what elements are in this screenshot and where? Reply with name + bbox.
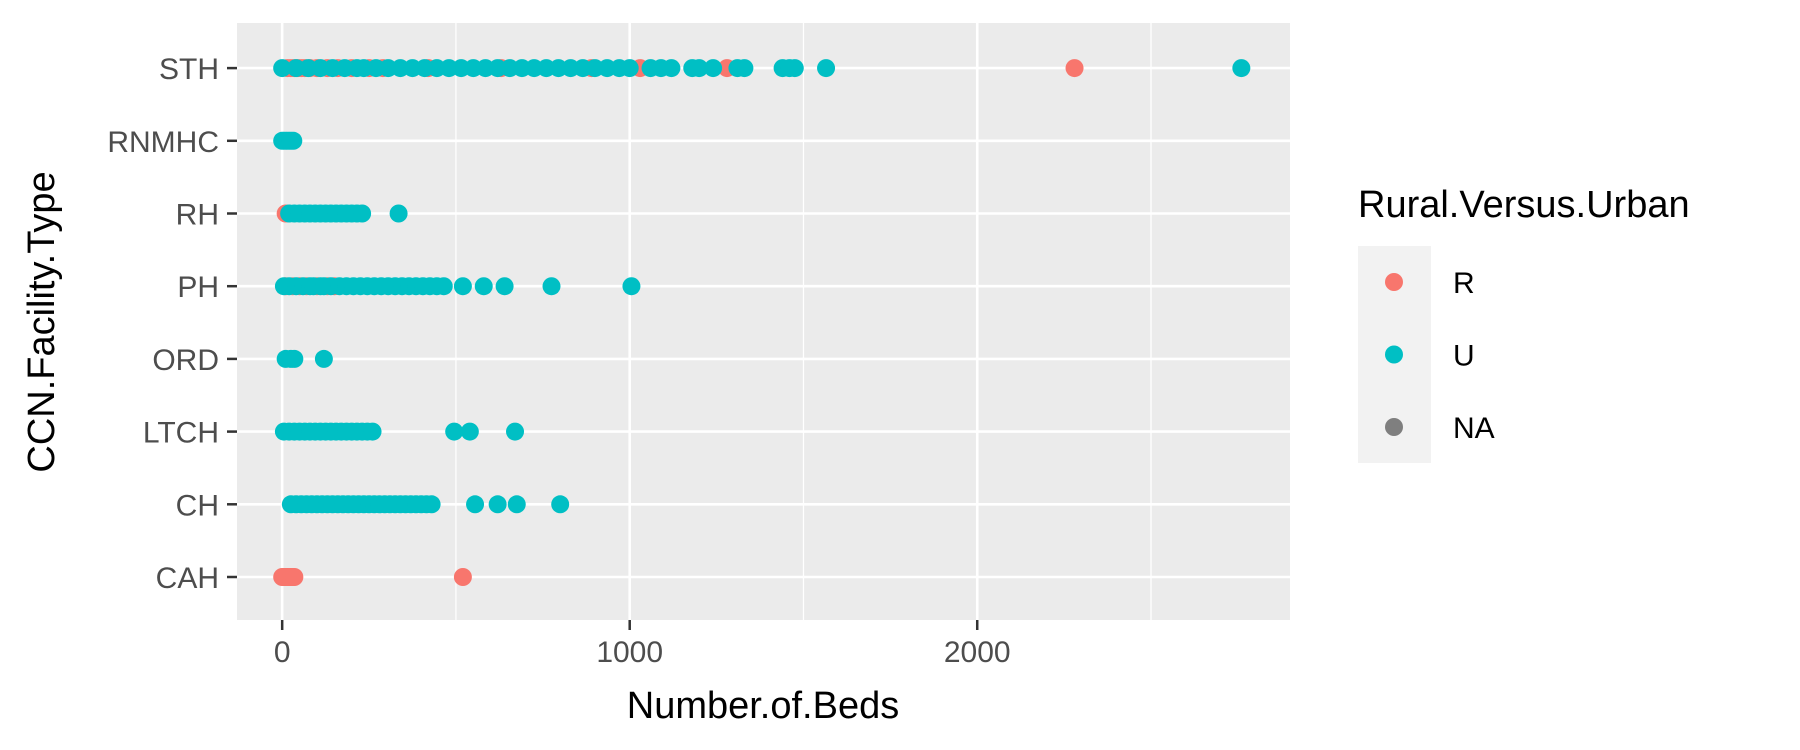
data-point-u — [314, 349, 333, 368]
x-axis: 0 1000 2000 — [274, 620, 1011, 669]
data-point-u — [273, 59, 292, 78]
y-tick-label: CH — [176, 489, 219, 522]
data-point-u — [620, 59, 639, 78]
data-point-u — [460, 422, 479, 441]
data-point-u — [735, 59, 754, 78]
data-point-u — [389, 204, 408, 223]
data-point-u — [422, 495, 441, 514]
data-point-u — [704, 59, 723, 78]
data-point-u — [445, 422, 464, 441]
data-point-u — [551, 495, 570, 514]
data-point-r — [1065, 59, 1084, 78]
legend: Rural.Versus.Urban R U NA — [1358, 184, 1690, 463]
plot-panel — [237, 23, 1290, 620]
legend-title: Rural.Versus.Urban — [1358, 184, 1690, 226]
data-point-u — [1232, 59, 1251, 78]
legend-key-r — [1385, 273, 1403, 291]
x-tick-label: 0 — [274, 636, 291, 669]
data-point-u — [285, 349, 304, 368]
minor-gridlines — [455, 23, 1152, 620]
data-point-r — [285, 568, 304, 586]
data-point-u — [466, 495, 485, 514]
data-point-u — [622, 277, 641, 296]
legend-key-u — [1385, 345, 1403, 364]
data-point-u — [363, 422, 382, 441]
data-point-u — [662, 59, 681, 78]
data-point-u — [690, 59, 709, 78]
y-tick-label: CAH — [156, 562, 219, 595]
data-point-u — [495, 277, 514, 296]
x-axis-title: Number.of.Beds — [627, 685, 899, 727]
data-point-u — [507, 495, 526, 514]
legend-label-na: NA — [1453, 412, 1495, 445]
data-point-r — [453, 568, 472, 586]
data-point-u — [542, 277, 561, 296]
y-tick-label: STH — [159, 53, 219, 86]
legend-label-r: R — [1453, 267, 1475, 300]
legend-entries: R U NA — [1385, 267, 1495, 445]
data-point-u — [353, 204, 372, 223]
data-point-u — [453, 277, 472, 296]
y-tick-label: PH — [177, 271, 219, 304]
legend-label-u: U — [1453, 340, 1475, 373]
data-point-u — [474, 277, 493, 296]
legend-key-na — [1385, 418, 1403, 436]
data-point-u — [284, 131, 303, 150]
data-point-u — [434, 277, 453, 296]
data-points — [273, 59, 1251, 586]
data-point-u — [488, 495, 507, 514]
y-tick-label: RH — [176, 199, 219, 232]
x-tick-label: 1000 — [596, 636, 663, 669]
y-tick-label: RNMHC — [107, 126, 219, 159]
data-point-u — [506, 422, 525, 441]
data-point-u — [785, 59, 804, 78]
y-axis-title: CCN.Facility.Type — [21, 171, 63, 472]
data-point-u — [817, 59, 836, 78]
y-tick-label: ORD — [152, 344, 219, 377]
y-axis: CAH CH LTCH ORD PH RH RNMHC STH — [107, 53, 237, 595]
y-tick-label: LTCH — [143, 417, 219, 450]
x-tick-label: 2000 — [944, 636, 1011, 669]
